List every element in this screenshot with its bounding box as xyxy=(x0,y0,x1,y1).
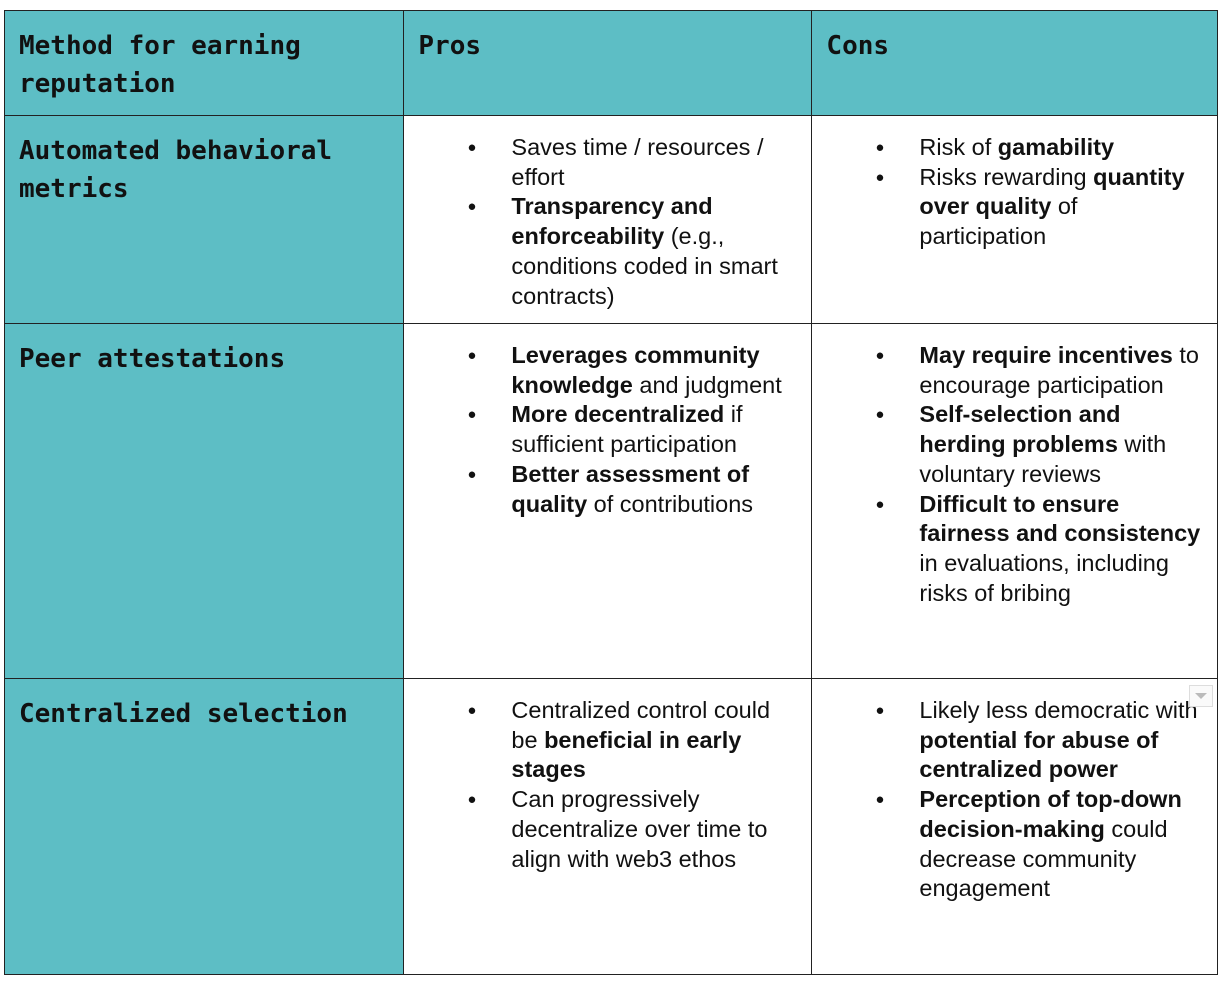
bullet-item: Centralized control could be beneficial … xyxy=(467,696,801,785)
table-row: Peer attestations Leverages community kn… xyxy=(3,323,1218,679)
reputation-methods-table: Method for earning reputation Pros Cons … xyxy=(3,10,1218,975)
text: Saves time / resources / effort xyxy=(511,134,764,190)
bullet-item: Better assessment of quality of contribu… xyxy=(467,460,801,519)
bullet-item: Self-selection and herding problems with… xyxy=(875,400,1207,489)
cons-list: Likely less democratic with potential fo… xyxy=(812,679,1217,904)
bullet-item: Can progressively decentralize over time… xyxy=(467,785,801,874)
cons-cell: May require incentives to encourage part… xyxy=(811,323,1218,679)
pros-cell: Leverages community knowledge and judgme… xyxy=(403,323,813,679)
text: Likely less democratic with xyxy=(919,697,1198,723)
text: Can progressively decentralize over time… xyxy=(511,786,768,872)
bold-text: Difficult to ensure fairness and consist… xyxy=(919,490,1201,547)
bold-text: Leverages community knowledge xyxy=(511,342,760,398)
pros-list: Leverages community knowledge and judgme… xyxy=(404,324,811,519)
bold-text: Transparency and enforceability xyxy=(511,193,713,250)
method-cell: Peer attestations xyxy=(3,323,405,679)
method-cell: Automated behavioral metrics xyxy=(3,115,405,324)
pros-cell: Centralized control could be beneficial … xyxy=(403,678,813,975)
bullet-item: Difficult to ensure fairness and consist… xyxy=(875,490,1207,609)
text: of contributions xyxy=(587,490,754,517)
text: of participation xyxy=(919,193,1078,250)
bullet-item: Risk of gamability xyxy=(875,133,1207,163)
method-cell: Centralized selection xyxy=(3,678,405,975)
bullet-item: Saves time / resources / effort xyxy=(467,133,801,192)
header-method: Method for earning reputation xyxy=(3,10,405,116)
pros-cell: Saves time / resources / effortTranspare… xyxy=(403,115,813,324)
dropdown-arrow-icon[interactable] xyxy=(1189,685,1213,707)
bullet-item: Leverages community knowledge and judgme… xyxy=(467,341,801,400)
bullet-item: More decentralized if sufficient partici… xyxy=(467,400,801,459)
bold-text: beneficial in early stages xyxy=(511,726,742,783)
pros-list: Centralized control could be beneficial … xyxy=(404,679,811,874)
pros-list: Saves time / resources / effortTranspare… xyxy=(404,116,811,311)
bold-text: May require incentives xyxy=(919,342,1173,368)
bold-text: More decentralized xyxy=(511,401,725,428)
header-pros: Pros xyxy=(403,10,813,116)
text: Centralized control could be xyxy=(511,697,771,753)
text: with voluntary reviews xyxy=(919,431,1167,487)
table-row: Automated behavioral metrics Saves time … xyxy=(3,115,1218,324)
bold-text: potential for abuse of centralized power xyxy=(919,726,1159,783)
header-row: Method for earning reputation Pros Cons xyxy=(3,10,1218,116)
bold-text: Better assessment of quality xyxy=(511,460,750,517)
text: Risks rewarding xyxy=(919,163,1094,190)
text: to encourage participation xyxy=(919,342,1199,398)
text: Risk of xyxy=(919,134,998,160)
bullet-item: May require incentives to encourage part… xyxy=(875,341,1207,400)
text: could decrease community engagement xyxy=(919,815,1168,902)
bullet-item: Transparency and enforceability (e.g., c… xyxy=(467,192,801,311)
text: and judgment xyxy=(632,371,782,398)
cons-cell: Likely less democratic with potential fo… xyxy=(811,678,1218,975)
cons-list: Risk of gamabilityRisks rewarding quanti… xyxy=(812,116,1217,252)
bold-text: Self-selection and herding problems xyxy=(919,401,1121,458)
text: if sufficient participation xyxy=(511,401,743,458)
header-cons: Cons xyxy=(811,10,1218,116)
text: (e.g., conditions coded in smart contrac… xyxy=(511,223,778,309)
bullet-item: Perception of top-down decision-making c… xyxy=(875,785,1207,904)
cons-list: May require incentives to encourage part… xyxy=(812,324,1217,608)
bold-text: quantity over quality xyxy=(919,163,1185,220)
bullet-item: Risks rewarding quantity over quality of… xyxy=(875,163,1207,252)
cons-cell: Risk of gamabilityRisks rewarding quanti… xyxy=(811,115,1218,324)
table-row: Centralized selection Centralized contro… xyxy=(3,678,1218,975)
bullet-item: Likely less democratic with potential fo… xyxy=(875,696,1207,785)
text: in evaluations, including risks of bribi… xyxy=(919,549,1169,606)
bold-text: gamability xyxy=(997,134,1115,160)
bold-text: Perception of top-down decision-making xyxy=(919,786,1182,842)
